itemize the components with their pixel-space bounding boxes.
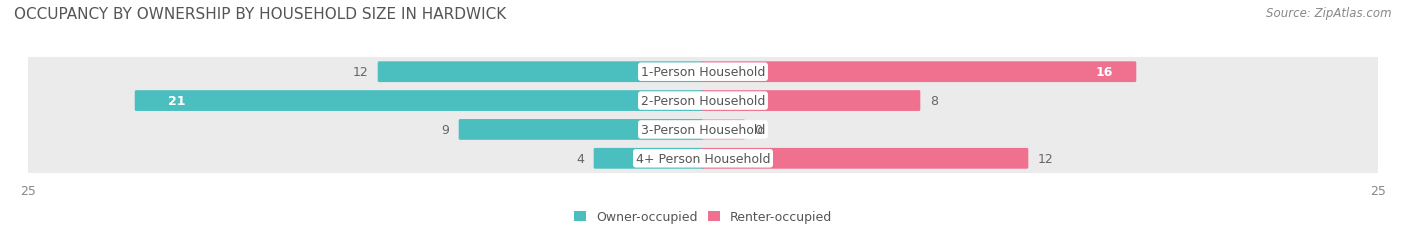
Text: 12: 12 [1038, 152, 1053, 165]
Text: Source: ZipAtlas.com: Source: ZipAtlas.com [1267, 7, 1392, 20]
Text: OCCUPANCY BY OWNERSHIP BY HOUSEHOLD SIZE IN HARDWICK: OCCUPANCY BY OWNERSHIP BY HOUSEHOLD SIZE… [14, 7, 506, 22]
Text: 2-Person Household: 2-Person Household [641, 95, 765, 108]
Text: 9: 9 [441, 123, 450, 136]
FancyBboxPatch shape [702, 119, 745, 140]
FancyBboxPatch shape [378, 62, 704, 83]
Text: 12: 12 [353, 66, 368, 79]
FancyBboxPatch shape [17, 58, 1389, 87]
FancyBboxPatch shape [17, 115, 1389, 145]
FancyBboxPatch shape [702, 91, 921, 112]
FancyBboxPatch shape [458, 119, 704, 140]
FancyBboxPatch shape [702, 62, 1136, 83]
Text: 1-Person Household: 1-Person Household [641, 66, 765, 79]
Text: 4+ Person Household: 4+ Person Household [636, 152, 770, 165]
FancyBboxPatch shape [702, 148, 1028, 169]
Text: 3-Person Household: 3-Person Household [641, 123, 765, 136]
FancyBboxPatch shape [17, 86, 1389, 116]
Text: 21: 21 [169, 95, 186, 108]
Text: 16: 16 [1095, 66, 1114, 79]
Text: 0: 0 [754, 123, 762, 136]
Text: 8: 8 [929, 95, 938, 108]
FancyBboxPatch shape [593, 148, 704, 169]
FancyBboxPatch shape [135, 91, 704, 112]
Legend: Owner-occupied, Renter-occupied: Owner-occupied, Renter-occupied [574, 210, 832, 223]
FancyBboxPatch shape [17, 144, 1389, 173]
Text: 4: 4 [576, 152, 585, 165]
